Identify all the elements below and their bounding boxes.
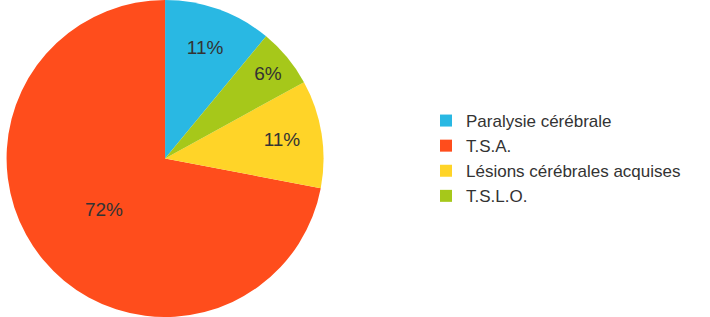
svg-text:Lésions cérébrales acquises: Lésions cérébrales acquises <box>466 162 681 181</box>
svg-text:Paralysie cérébrale: Paralysie cérébrale <box>466 112 612 131</box>
svg-text:T.S.A.: T.S.A. <box>466 137 511 156</box>
svg-text:T.S.L.O.: T.S.L.O. <box>466 187 527 206</box>
svg-text:6%: 6% <box>254 63 282 84</box>
svg-text:11%: 11% <box>187 37 224 58</box>
svg-text:72%: 72% <box>85 199 123 220</box>
svg-text:11%: 11% <box>264 129 301 150</box>
